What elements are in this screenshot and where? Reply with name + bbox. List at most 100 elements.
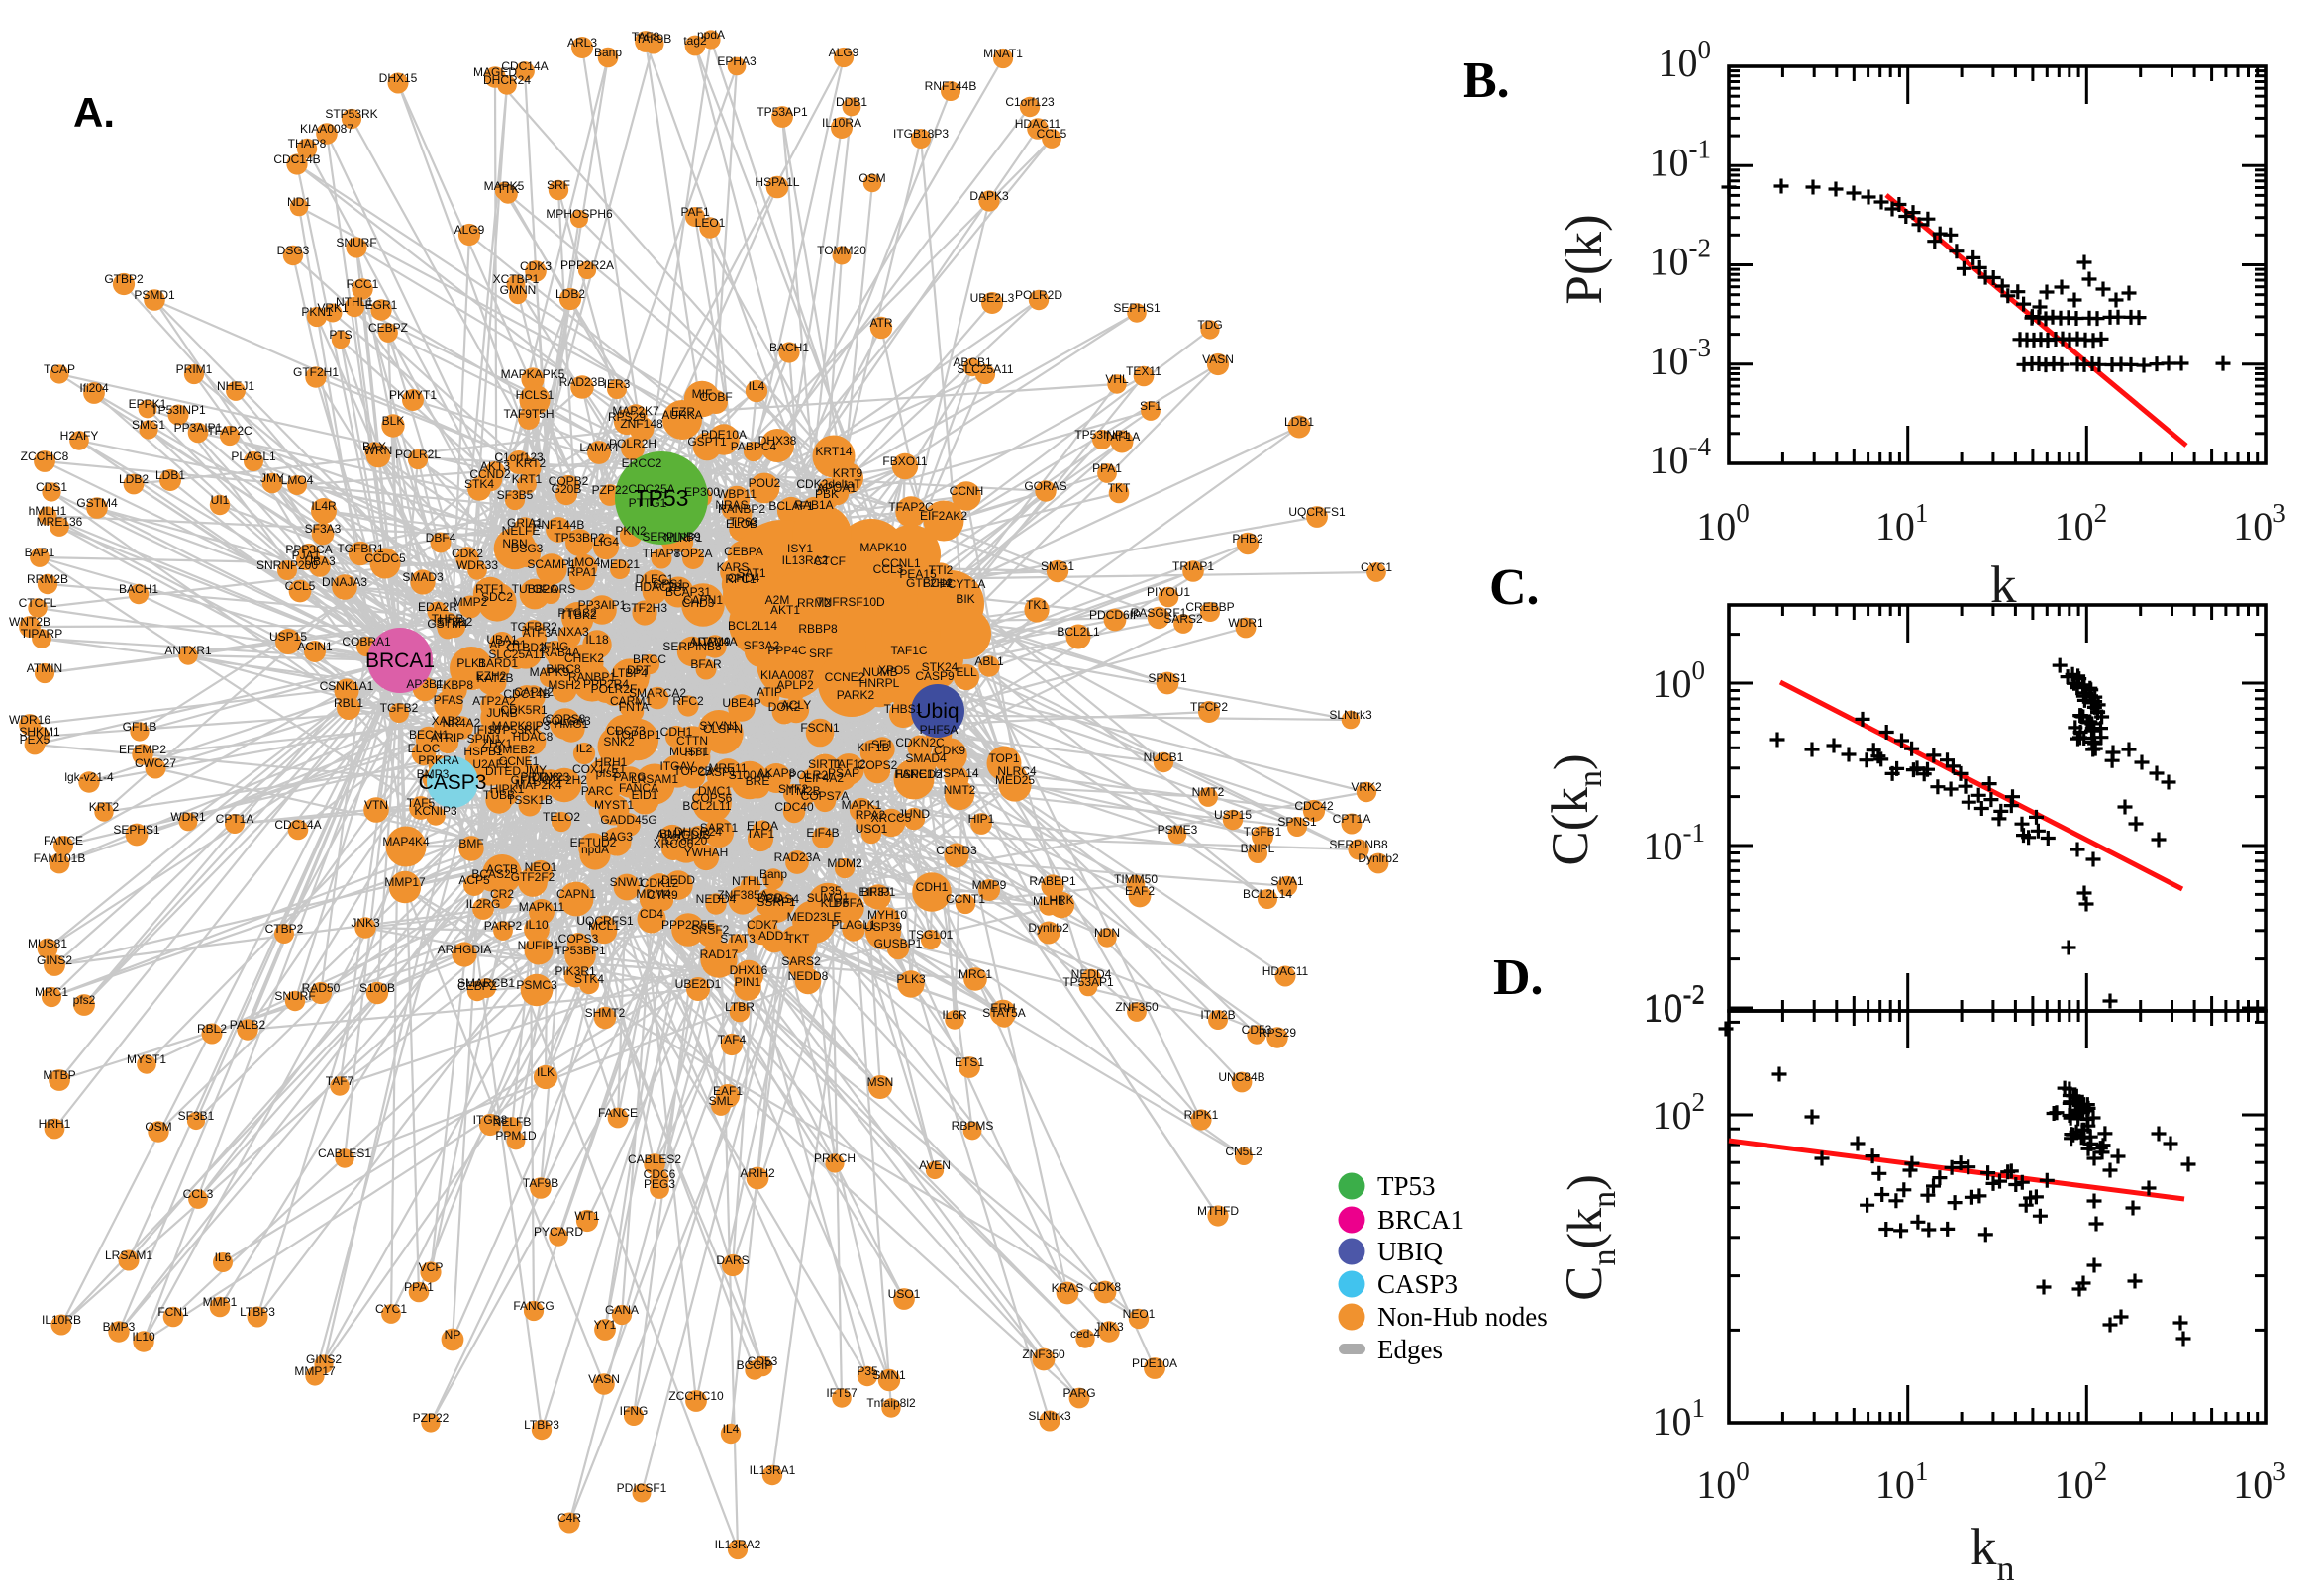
svg-text:CDS1: CDS1	[36, 480, 67, 494]
svg-text:ABL1: ABL1	[974, 654, 1004, 668]
svg-text:VHL: VHL	[1105, 372, 1129, 386]
svg-text:RRM2B: RRM2B	[27, 572, 68, 586]
svg-text:LMO4: LMO4	[281, 473, 314, 487]
svg-text:MMP1: MMP1	[203, 1295, 238, 1309]
svg-text:GTBP2: GTBP2	[104, 272, 144, 286]
svg-text:RBL1: RBL1	[334, 696, 363, 710]
svg-text:STP53RK: STP53RK	[325, 107, 377, 121]
svg-text:Dynlrb2: Dynlrb2	[1028, 921, 1069, 935]
svg-text:HCLS1: HCLS1	[516, 388, 555, 402]
svg-text:EID1: EID1	[632, 788, 658, 802]
svg-text:SSRP1: SSRP1	[757, 895, 796, 909]
svg-text:RBBP8: RBBP8	[798, 622, 838, 636]
svg-text:PTS: PTS	[329, 328, 352, 342]
svg-text:CREBBP: CREBBP	[1185, 600, 1234, 614]
svg-text:IFT57: IFT57	[826, 1386, 858, 1400]
svg-text:SPNS1: SPNS1	[1148, 671, 1187, 685]
svg-text:S100B: S100B	[359, 981, 395, 995]
svg-text:UQCRFS1: UQCRFS1	[1288, 505, 1346, 519]
svg-text:UBIQ: UBIQ	[1377, 1237, 1443, 1266]
svg-text:CDH1: CDH1	[660, 725, 693, 739]
svg-text:SMAD3: SMAD3	[402, 570, 444, 584]
svg-text:MED25: MED25	[995, 773, 1035, 787]
svg-text:PARG: PARG	[1062, 1386, 1095, 1400]
svg-text:C1orf123: C1orf123	[494, 450, 544, 464]
svg-text:CTBP2: CTBP2	[265, 922, 304, 936]
svg-text:IL10RA: IL10RA	[822, 116, 861, 130]
svg-text:IL13RA2: IL13RA2	[715, 1538, 761, 1551]
svg-text:CAPN1: CAPN1	[556, 887, 596, 901]
svg-text:TAF1C: TAF1C	[890, 644, 927, 657]
svg-text:NMT2: NMT2	[944, 783, 976, 797]
svg-text:LDB1: LDB1	[1284, 415, 1314, 429]
svg-text:CCNT1: CCNT1	[946, 892, 985, 906]
svg-text:CD53: CD53	[1242, 1023, 1272, 1037]
svg-text:MMP2: MMP2	[454, 595, 488, 609]
svg-text:NEO1: NEO1	[1123, 1307, 1156, 1321]
svg-text:MSH2: MSH2	[548, 678, 581, 692]
svg-text:ATRIP: ATRIP	[431, 731, 464, 745]
svg-text:DFFA: DFFA	[834, 896, 864, 910]
svg-text:USP15: USP15	[1214, 808, 1252, 822]
svg-text:ACLY: ACLY	[781, 698, 811, 712]
svg-text:CASP3: CASP3	[419, 771, 487, 794]
svg-text:EGR1: EGR1	[365, 298, 398, 312]
svg-text:ITM2B: ITM2B	[785, 784, 820, 798]
svg-text:BIRC8: BIRC8	[546, 662, 581, 676]
svg-text:CCL5: CCL5	[285, 579, 316, 593]
svg-text:BCL2L1: BCL2L1	[1057, 625, 1100, 639]
svg-text:GMNN: GMNN	[500, 283, 537, 297]
svg-text:EFEMP2: EFEMP2	[119, 743, 166, 756]
svg-text:IL6: IL6	[215, 1250, 232, 1264]
svg-text:UBA1: UBA1	[486, 633, 518, 647]
svg-text:TAF1: TAF1	[747, 827, 775, 841]
svg-text:BLK: BLK	[382, 414, 405, 428]
svg-text:PLK3: PLK3	[896, 972, 926, 986]
svg-text:CTCF: CTCF	[814, 554, 846, 568]
svg-text:C4R: C4R	[557, 1511, 581, 1525]
svg-text:KCNIP3: KCNIP3	[414, 804, 457, 818]
svg-text:RPA1: RPA1	[567, 565, 598, 579]
svg-text:MRC1: MRC1	[35, 985, 68, 999]
svg-text:SNURF: SNURF	[274, 989, 315, 1003]
svg-text:EIF4A2: EIF4A2	[804, 771, 844, 785]
svg-text:BCCIP: BCCIP	[737, 1358, 773, 1372]
svg-text:TP53AP1: TP53AP1	[757, 105, 808, 119]
svg-text:TCAP: TCAP	[44, 362, 75, 376]
svg-text:PDE10A: PDE10A	[1132, 1356, 1177, 1370]
svg-text:TP53BP2: TP53BP2	[554, 531, 605, 545]
svg-text:FANCE: FANCE	[598, 1106, 638, 1120]
svg-text:Ubiq: Ubiq	[916, 700, 959, 723]
svg-text:RFC2: RFC2	[672, 694, 704, 708]
svg-text:USO1: USO1	[888, 1287, 921, 1301]
svg-text:GINS2: GINS2	[306, 1352, 342, 1366]
svg-text:THRB: THRB	[432, 612, 464, 626]
svg-text:BAP1: BAP1	[25, 546, 55, 559]
svg-text:RTF1: RTF1	[475, 582, 505, 596]
svg-text:FCN1: FCN1	[157, 1305, 189, 1319]
svg-text:P(k): P(k)	[1556, 214, 1613, 304]
svg-text:SML: SML	[709, 1094, 734, 1108]
svg-text:CARM1: CARM1	[610, 694, 652, 708]
svg-text:LDB2: LDB2	[556, 287, 585, 301]
svg-text:DSG3: DSG3	[277, 244, 310, 257]
svg-text:TAF9B: TAF9B	[636, 32, 671, 46]
svg-text:OSM: OSM	[145, 1120, 171, 1134]
svg-text:UBE4P: UBE4P	[722, 696, 760, 710]
svg-text:C(kn): C(kn)	[1542, 753, 1609, 865]
svg-text:PPP2R5E: PPP2R5E	[661, 918, 715, 932]
svg-text:PABPC4: PABPC4	[731, 440, 777, 453]
svg-text:NHEJ1: NHEJ1	[217, 379, 254, 393]
svg-text:MRC1: MRC1	[959, 967, 992, 981]
svg-text:SYVN1: SYVN1	[699, 719, 739, 733]
svg-text:PPA1: PPA1	[1092, 461, 1122, 475]
svg-text:BRCA1: BRCA1	[1377, 1205, 1464, 1235]
svg-text:GUSBP1: GUSBP1	[874, 937, 923, 950]
svg-text:EPHA3: EPHA3	[717, 54, 757, 68]
svg-text:MYST1: MYST1	[127, 1052, 166, 1066]
svg-text:ITM2B: ITM2B	[1200, 1008, 1235, 1022]
svg-text:KRT1: KRT1	[512, 472, 543, 486]
svg-text:CABLES1: CABLES1	[318, 1147, 371, 1160]
svg-text:SLNtrk3: SLNtrk3	[1028, 1409, 1071, 1423]
svg-text:ZCCHC8: ZCCHC8	[21, 449, 69, 463]
